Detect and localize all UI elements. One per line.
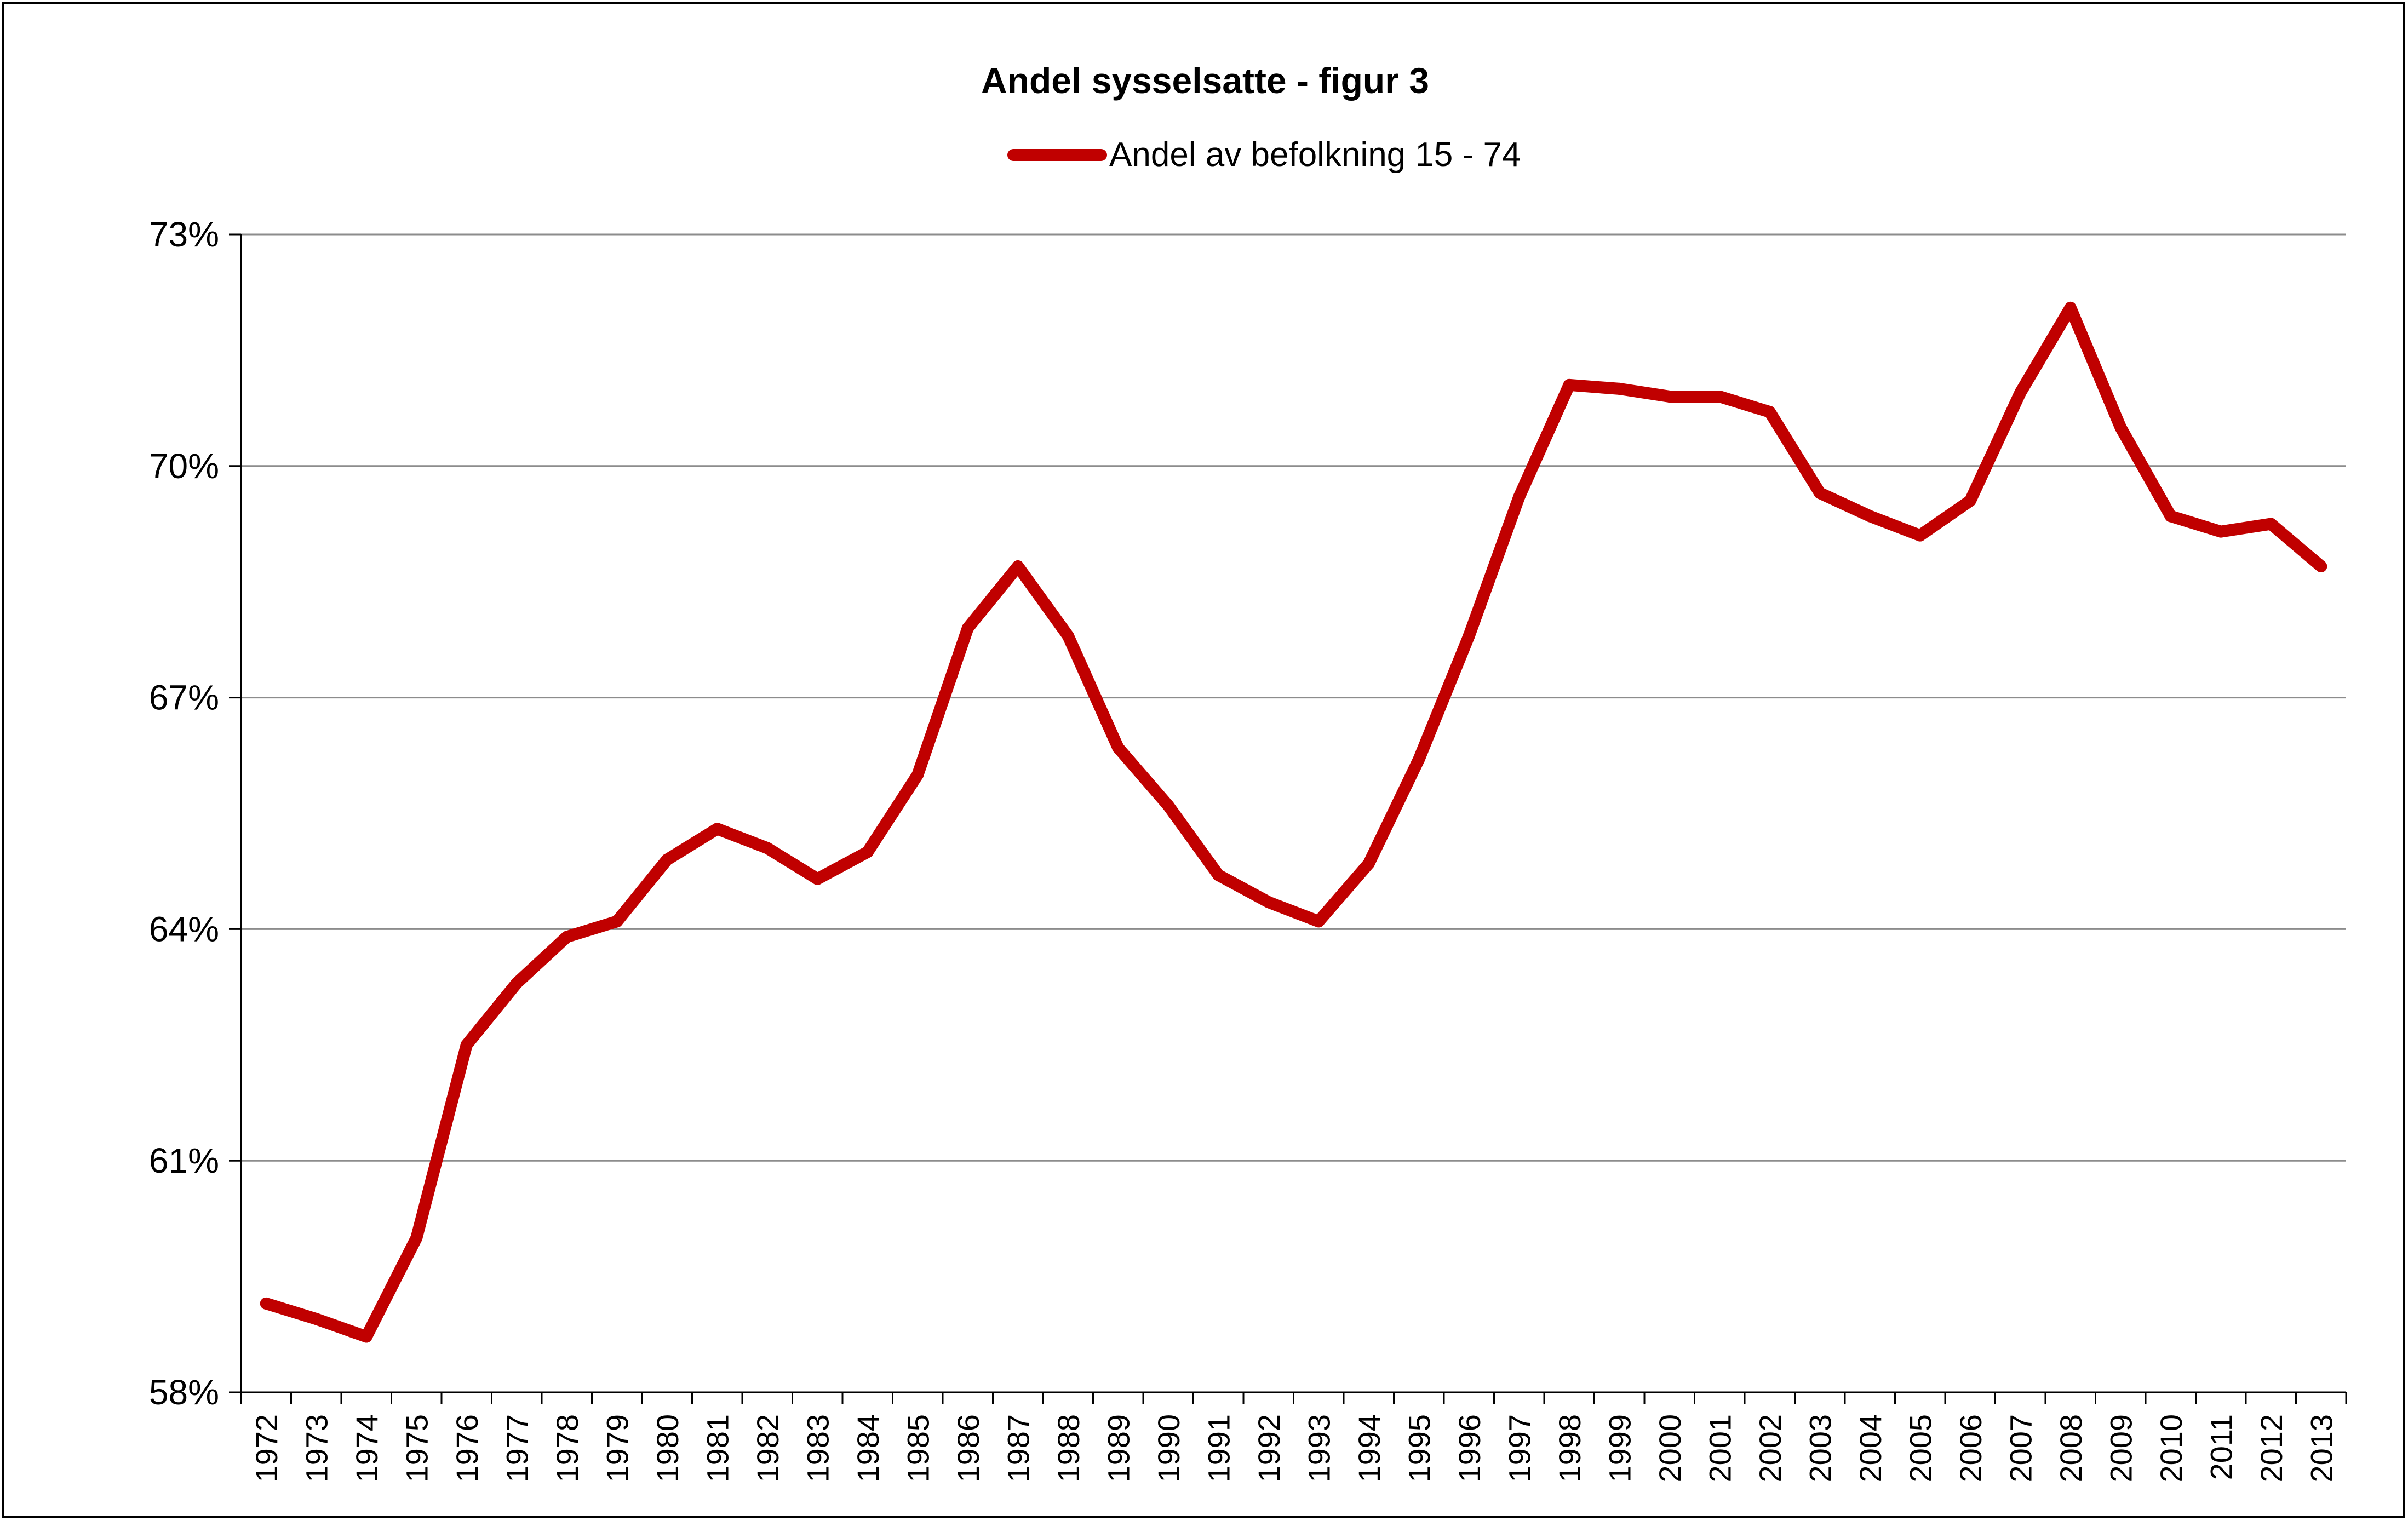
x-tick-label: 1996	[1452, 1414, 1487, 1483]
data-point	[1262, 896, 1275, 909]
data-point	[2164, 510, 2177, 523]
x-tick-label: 1994	[1352, 1414, 1386, 1483]
x-tick-label: 1985	[901, 1414, 935, 1483]
data-point	[961, 622, 974, 634]
x-tick-label: 2000	[1653, 1414, 1687, 1483]
x-tick-label: 1974	[349, 1414, 384, 1483]
x-tick-label: 2006	[1953, 1414, 1988, 1483]
data-point	[560, 931, 573, 943]
series-line	[260, 301, 2327, 1343]
x-tick-label: 1991	[1201, 1414, 1236, 1483]
data-point	[2064, 301, 2077, 314]
y-tick-label: 61%	[149, 1141, 219, 1180]
x-axis: 1972 1973 1974 1975 1976 1977 1978 1979 1980 1981…	[240, 1391, 2347, 1483]
y-tick-label: 67%	[149, 678, 219, 718]
data-point	[1062, 629, 1074, 642]
data-point	[1563, 378, 1575, 391]
x-tick-label: 1990	[1151, 1414, 1186, 1483]
x-tick-label: 1976	[450, 1414, 484, 1483]
data-point	[1463, 629, 1475, 642]
y-tick-label: 64%	[149, 909, 219, 949]
x-tick-label: 1999	[1602, 1414, 1637, 1483]
y-tick-label: 73%	[149, 215, 219, 254]
data-point	[1663, 390, 1676, 403]
data-point	[1362, 857, 1375, 870]
data-point	[1613, 382, 1626, 395]
data-point	[310, 1313, 323, 1325]
x-tick-label: 1978	[550, 1414, 584, 1483]
data-point	[2215, 525, 2227, 538]
x-tick-label: 1983	[800, 1414, 835, 1483]
x-tick-label: 1975	[399, 1414, 434, 1483]
data-point	[1864, 510, 1876, 523]
data-point	[1713, 390, 1726, 403]
x-tick-label: 1995	[1402, 1414, 1436, 1483]
data-point	[1413, 753, 1425, 766]
x-tick-label: 2013	[2304, 1414, 2338, 1483]
y-axis: 58% 61% 64% 67% 70% 73%	[149, 215, 242, 1412]
x-tick-label: 2003	[1803, 1414, 1837, 1483]
data-point	[811, 873, 824, 885]
legend: Andel av befolkning 15 - 74	[1007, 136, 1521, 174]
legend-label: Andel av befolkning 15 - 74	[1109, 136, 1521, 174]
data-point	[360, 1330, 372, 1343]
data-point	[761, 842, 773, 854]
x-tick-label: 2009	[2103, 1414, 2138, 1483]
x-tick-label: 1977	[500, 1414, 534, 1483]
data-point	[260, 1297, 272, 1310]
data-point	[2014, 386, 2027, 399]
data-point	[861, 846, 874, 858]
data-point	[511, 977, 523, 990]
x-tick-label: 1979	[600, 1414, 634, 1483]
data-point	[661, 853, 673, 866]
x-tick-label: 1981	[700, 1414, 735, 1483]
x-tick-label: 1988	[1051, 1414, 1086, 1483]
data-point	[611, 915, 623, 928]
data-point	[1312, 915, 1325, 928]
y-tick-label: 58%	[149, 1373, 219, 1412]
x-tick-label: 2011	[2204, 1414, 2238, 1480]
y-tick-label: 70%	[149, 446, 219, 486]
x-tick-label: 1972	[249, 1414, 284, 1483]
x-tick-label: 2005	[1903, 1414, 1937, 1483]
x-tick-label: 1993	[1302, 1414, 1336, 1483]
data-point	[1763, 406, 1776, 418]
x-tick-label: 2007	[2003, 1414, 2038, 1483]
x-tick-label: 2001	[1702, 1414, 1737, 1483]
data-point	[1814, 487, 1826, 500]
x-tick-label: 1997	[1502, 1414, 1536, 1483]
x-tick-label: 1982	[750, 1414, 785, 1483]
x-tick-label: 2010	[2154, 1414, 2188, 1483]
x-tick-label: 1989	[1101, 1414, 1136, 1483]
x-tick-label: 2004	[1853, 1414, 1888, 1483]
data-point	[911, 768, 924, 781]
x-tick-label: 1984	[851, 1414, 885, 1483]
data-point	[1162, 799, 1174, 812]
data-point	[1964, 495, 1976, 507]
x-tick-label: 1998	[1552, 1414, 1587, 1483]
x-tick-label: 2002	[1753, 1414, 1787, 1483]
chart-title: Andel sysselsatte - figur 3	[981, 60, 1429, 101]
data-point	[1012, 560, 1024, 573]
data-point	[2315, 560, 2327, 573]
data-point	[1914, 529, 1927, 542]
data-point	[2264, 518, 2277, 530]
x-tick-label: 1987	[1001, 1414, 1035, 1483]
x-tick-label: 1986	[951, 1414, 985, 1483]
data-point	[410, 1232, 423, 1244]
data-point	[711, 823, 724, 835]
x-tick-label: 1980	[650, 1414, 685, 1483]
data-point	[1212, 869, 1225, 881]
x-tick-label: 2008	[2054, 1414, 2088, 1483]
x-tick-label: 1992	[1252, 1414, 1286, 1483]
series-group	[260, 301, 2327, 1343]
data-point	[1513, 491, 1526, 503]
data-point	[2114, 421, 2127, 434]
x-tick-label: 2012	[2254, 1414, 2289, 1483]
x-tick-label: 1973	[299, 1414, 334, 1483]
data-point	[1112, 742, 1125, 754]
data-point	[460, 1038, 473, 1051]
